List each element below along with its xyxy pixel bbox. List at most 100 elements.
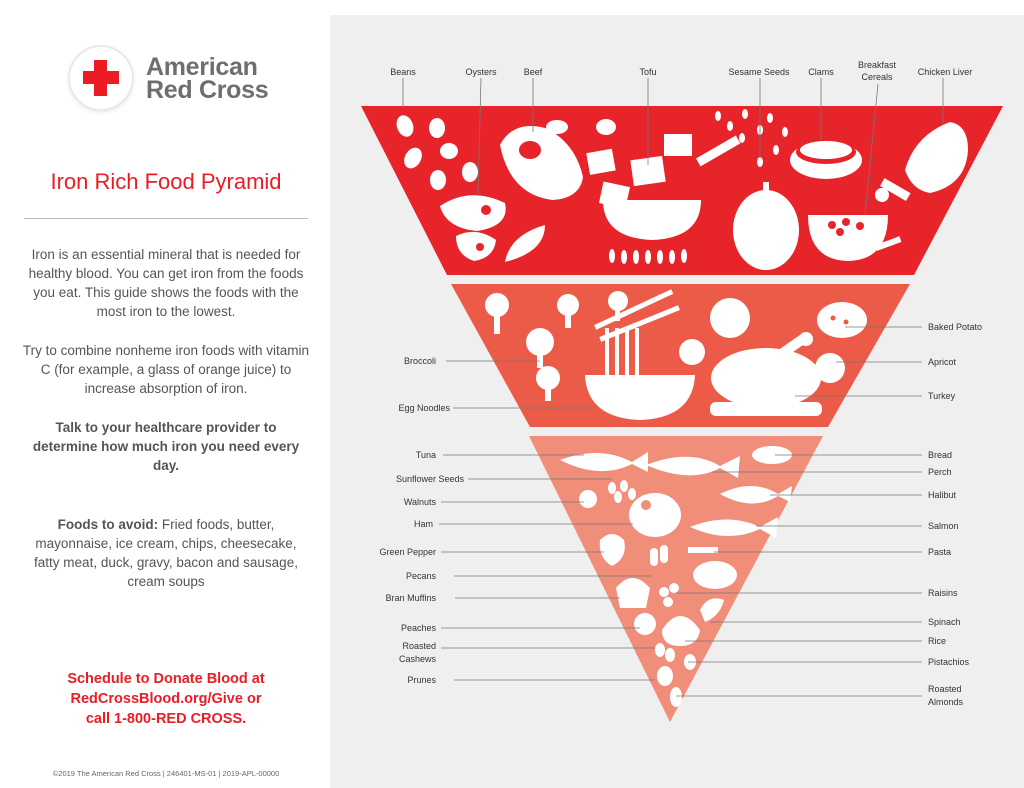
spinach-icon (700, 598, 724, 622)
green-pepper-icon (599, 534, 625, 566)
label-beef: Beef (524, 67, 543, 77)
peach-icon (710, 298, 750, 338)
label-pistachios: Pistachios (928, 657, 970, 667)
sunflower-seeds-icon (608, 480, 636, 503)
label-walnuts: Walnuts (404, 497, 437, 507)
tier-2-labels: Broccoli Egg Noodles Baked Potato Aprico… (398, 322, 982, 413)
label-breakfast-cereals-line2: Cereals (861, 72, 893, 82)
label-ham: Ham (414, 519, 433, 529)
label-turkey: Turkey (928, 391, 956, 401)
pasta-icon (688, 547, 737, 589)
label-sunflower-seeds: Sunflower Seeds (396, 474, 465, 484)
tier-3-right-labels: Bread Perch Halibut Salmon Pasta Raisins… (928, 450, 970, 707)
pecans-icon (650, 545, 668, 566)
tier-3-left-labels: Tuna Sunflower Seeds Walnuts Ham Green P… (379, 450, 464, 685)
label-perch: Perch (928, 467, 952, 477)
tofu-pan-icon (586, 134, 741, 264)
label-roasted-cashews-line2: Cashews (399, 654, 437, 664)
label-raisins: Raisins (928, 588, 958, 598)
tier-1-labels: Beans Oysters Beef Tofu Sesame Seeds Cla… (390, 60, 972, 82)
label-pasta: Pasta (928, 547, 951, 557)
bread-icon (752, 446, 792, 464)
label-roasted-almonds-line1: Roasted (928, 684, 962, 694)
copyright-footer: ©2019 The American Red Cross | 246401-MS… (52, 769, 280, 778)
beans-icon (396, 115, 478, 190)
foods-to-avoid: Foods to avoid: Fried foods, butter, may… (22, 515, 310, 591)
tier-1-food-icons (396, 109, 968, 270)
halibut-icon (720, 486, 792, 504)
page-title: Iron Rich Food Pyramid (50, 169, 282, 194)
tuna-icon (560, 452, 648, 472)
label-bread: Bread (928, 450, 952, 460)
avoid-label: Foods to avoid: (57, 517, 159, 532)
chicken-liver-icon (875, 122, 968, 202)
cta-line-3: call 1-800-RED CROSS. (85, 711, 247, 727)
donate-cta: Schedule to Donate Blood at RedCrossBloo… (22, 669, 310, 729)
apricot-icon (815, 353, 845, 383)
provider-paragraph: Talk to your healthcare provider to dete… (32, 420, 300, 473)
brand-line-2: Red Cross (146, 76, 269, 104)
label-roasted-cashews-line1: Roasted (402, 641, 436, 651)
label-chicken-liver: Chicken Liver (918, 67, 973, 77)
vitamin-c-paragraph: Try to combine nonheme iron foods with v… (22, 343, 310, 396)
label-apricot: Apricot (928, 357, 957, 367)
leader-lines (402, 77, 944, 697)
label-peaches: Peaches (401, 623, 437, 633)
title-divider (24, 218, 308, 219)
label-broccoli: Broccoli (404, 356, 436, 366)
label-tofu: Tofu (639, 67, 656, 77)
egg-noodles-bowl-icon (585, 289, 695, 420)
walnut-icon (579, 490, 597, 508)
label-breakfast-cereals-line1: Breakfast (858, 60, 897, 70)
label-sesame-seeds: Sesame Seeds (728, 67, 790, 77)
tier-3-lower-iron (529, 436, 823, 722)
red-cross-logo-icon (70, 47, 132, 109)
prunes-icon (657, 666, 673, 686)
roasted-cashews-icon (655, 643, 675, 662)
oysters-icon (440, 195, 545, 262)
label-oysters: Oysters (465, 67, 497, 77)
roasted-almonds-icon (670, 687, 682, 707)
brand-line-1: American (146, 53, 258, 81)
label-roasted-almonds-line2: Almonds (928, 697, 964, 707)
sesame-seeds-icon (715, 109, 788, 167)
flame-icon (609, 249, 687, 264)
salmon-icon (690, 517, 778, 538)
label-baked-potato: Baked Potato (928, 322, 982, 332)
label-spinach: Spinach (928, 617, 961, 627)
food-pyramid: Beans Oysters Beef Tofu Sesame Seeds Cla… (361, 60, 1003, 722)
label-pecans: Pecans (406, 571, 437, 581)
label-beans: Beans (390, 67, 416, 77)
turkey-icon (710, 332, 822, 416)
beef-icon (500, 119, 616, 200)
label-salmon: Salmon (928, 521, 959, 531)
bran-muffin-icon (616, 578, 650, 608)
info-panel: American Red Cross Iron Rich Food Pyrami… (0, 0, 330, 788)
brand-name: American Red Cross (146, 53, 269, 104)
perch-icon (646, 456, 740, 478)
pyramid-panel: Beans Oysters Beef Tofu Sesame Seeds Cla… (330, 15, 1024, 788)
label-egg-noodles: Egg Noodles (398, 403, 450, 413)
label-prunes: Prunes (407, 675, 436, 685)
tier-2-food-icons (485, 289, 867, 420)
cereal-bowl-icon (808, 215, 902, 261)
avoid-text: Fried foods, butter, mayonnaise, ice cre… (34, 517, 298, 589)
tier-3-food-icons (560, 446, 792, 707)
label-green-pepper: Green Pepper (379, 547, 436, 557)
label-tuna: Tuna (416, 450, 436, 460)
label-bran-muffins: Bran Muffins (386, 593, 437, 603)
label-rice: Rice (928, 636, 946, 646)
peach-small-icon (634, 613, 656, 635)
intro-paragraph: Iron is an essential mineral that is nee… (28, 247, 304, 319)
ham-icon (629, 493, 681, 537)
apple-icon (679, 339, 705, 365)
rice-bowl-icon (662, 616, 700, 646)
label-halibut: Halibut (928, 490, 957, 500)
tier-1-highest-iron (361, 106, 1003, 275)
baked-potato-icon (817, 302, 867, 338)
cta-line-1: Schedule to Donate Blood at (67, 671, 265, 687)
label-clams: Clams (808, 67, 834, 77)
broccoli-icon (485, 291, 628, 401)
pumpkin-icon (733, 182, 799, 270)
cta-line-2: RedCrossBlood.org/Give or (70, 691, 262, 707)
